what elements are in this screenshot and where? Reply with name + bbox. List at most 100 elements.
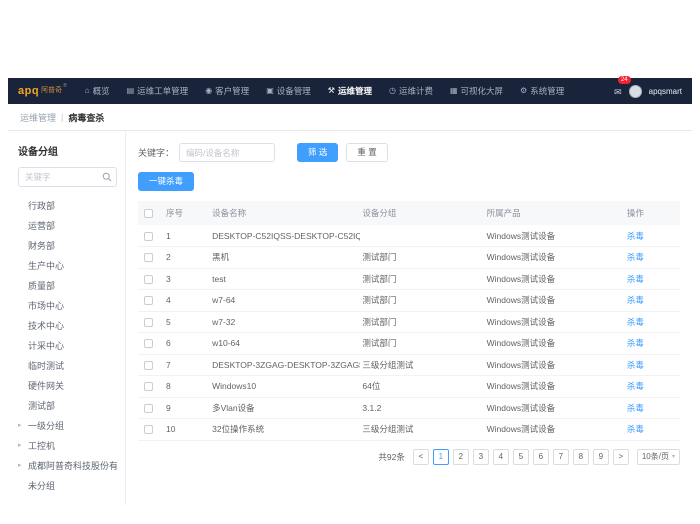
worklist-icon: ▤ xyxy=(126,86,135,95)
table-row: 10 32位操作系统 三级分组测试 Windows测试设备 杀毒 xyxy=(138,418,680,441)
header-device-group: 设备分组 xyxy=(362,208,397,218)
cell-device-group: 测试部门 xyxy=(360,289,485,312)
page-size-select[interactable]: 10条/页 ▾ xyxy=(636,448,680,465)
page-button[interactable]: 6 xyxy=(532,448,549,465)
table-row: 3 test 测试部门 Windows测试设备 杀毒 xyxy=(138,268,680,290)
group-tree-label: 硬件网关 xyxy=(28,380,65,391)
search-icon[interactable] xyxy=(102,172,112,182)
group-tree-item[interactable]: ▸ 一级分组 xyxy=(18,415,117,435)
nav-item[interactable]: ▤ 运维工单管理 xyxy=(127,85,189,97)
nav-item[interactable]: ◉ 客户管理 xyxy=(205,85,249,97)
cell-no: 6 xyxy=(164,332,211,355)
device-table: 序号 设备名称 设备分组 所属产品 操作 1 xyxy=(138,201,680,441)
prev-page-button[interactable]: < xyxy=(412,448,429,465)
message-icon: ✉ xyxy=(614,87,622,97)
group-tree-item[interactable]: ▸ 硬件网关 xyxy=(18,375,117,395)
group-tree-item[interactable]: ▸ 行政部 xyxy=(18,195,117,215)
group-search-input[interactable] xyxy=(18,167,117,187)
device-group-sidebar: 设备分组 ▸ 行政部 xyxy=(8,131,126,505)
group-tree-item[interactable]: ▸ 工控机 xyxy=(18,435,117,455)
table-header-row: 序号 设备名称 设备分组 所属产品 操作 xyxy=(138,201,680,225)
keyword-input[interactable] xyxy=(179,143,276,162)
breadcrumb-section[interactable]: 运维管理 xyxy=(20,112,57,123)
scan-action-link[interactable]: 杀毒 xyxy=(626,402,644,413)
username[interactable]: apqsmart xyxy=(648,86,682,96)
cell-no: 9 xyxy=(164,397,211,419)
notifications-button[interactable]: ✉ 24 xyxy=(614,76,631,100)
group-tree-item[interactable]: ▸ 财务部 xyxy=(18,235,117,255)
caret-right-icon[interactable]: ▸ xyxy=(18,441,22,449)
row-checkbox[interactable] xyxy=(144,403,153,413)
row-checkbox[interactable] xyxy=(144,253,153,263)
cell-no: 2 xyxy=(164,246,211,269)
scan-action-link[interactable]: 杀毒 xyxy=(626,359,644,370)
group-tree-item[interactable]: ▸ 计采中心 xyxy=(18,335,117,355)
header-action: 操作 xyxy=(626,208,644,218)
cell-no: 10 xyxy=(164,418,211,441)
nav-item-label: 运维管理 xyxy=(337,86,372,96)
row-checkbox[interactable] xyxy=(144,360,153,370)
cell-device-name: DESKTOP-C52IQSS-DESKTOP-C52IQSS$ xyxy=(210,225,361,247)
nav-item-label: 客户管理 xyxy=(215,86,250,96)
scan-action-link[interactable]: 杀毒 xyxy=(626,273,644,284)
group-tree-item[interactable]: ▸ 市场中心 xyxy=(18,295,117,315)
scan-action-link[interactable]: 杀毒 xyxy=(626,316,644,327)
page-button[interactable]: 7 xyxy=(552,448,569,465)
nav-item[interactable]: ⌂ 概览 xyxy=(85,85,110,97)
scan-action-link[interactable]: 杀毒 xyxy=(626,230,644,241)
page-button[interactable]: 8 xyxy=(572,448,589,465)
avatar[interactable] xyxy=(628,84,642,98)
next-page-button[interactable]: > xyxy=(612,448,629,465)
notification-badge: 24 xyxy=(617,76,631,84)
scan-action-link[interactable]: 杀毒 xyxy=(626,338,644,349)
brand-logo[interactable]: apq 阿普奇 ® xyxy=(18,78,67,104)
group-tree-label: 工控机 xyxy=(28,440,56,451)
group-tree-item[interactable]: ▸ 测试部 xyxy=(18,395,117,415)
row-checkbox[interactable] xyxy=(144,274,153,284)
group-tree-item[interactable]: ▸ 技术中心 xyxy=(18,315,117,335)
caret-right-icon[interactable]: ▸ xyxy=(18,421,22,429)
group-tree-item[interactable]: ▸ 生产中心 xyxy=(18,255,117,275)
group-tree-item[interactable]: ▸ 运营部 xyxy=(18,215,117,235)
nav-item[interactable]: ▣ 设备管理 xyxy=(266,85,311,97)
scan-action-link[interactable]: 杀毒 xyxy=(626,381,644,392)
scan-action-link[interactable]: 杀毒 xyxy=(626,252,644,263)
group-tree-item[interactable]: ▸ 未分组 xyxy=(18,475,117,495)
cell-device-name: w10-64 xyxy=(210,332,361,355)
select-all-checkbox[interactable] xyxy=(144,209,153,219)
cell-device-group: 3.1.2 xyxy=(360,397,485,419)
billing-icon: ◷ xyxy=(388,86,396,95)
page-button[interactable]: 1 xyxy=(432,448,449,465)
nav-item[interactable]: ▦ 可视化大屏 xyxy=(450,85,503,97)
row-checkbox[interactable] xyxy=(144,382,153,392)
group-tree-item[interactable]: ▸ 临时测试 xyxy=(18,355,117,375)
cell-product: Windows测试设备 xyxy=(484,397,625,419)
row-checkbox[interactable] xyxy=(144,339,153,349)
row-checkbox[interactable] xyxy=(144,231,153,241)
cell-product: Windows测试设备 xyxy=(484,375,625,398)
group-tree-label: 测试部 xyxy=(28,400,56,411)
nav-item[interactable]: ⚒ 运维管理 xyxy=(328,85,372,97)
page-button[interactable]: 4 xyxy=(492,448,509,465)
reset-button[interactable]: 重 置 xyxy=(346,143,388,162)
table-row: 6 w10-64 测试部门 Windows测试设备 杀毒 xyxy=(138,332,680,355)
page-button[interactable]: 3 xyxy=(472,448,489,465)
page-button[interactable]: 9 xyxy=(592,448,609,465)
nav-item[interactable]: ◷ 运维计费 xyxy=(389,85,433,97)
scan-action-link[interactable]: 杀毒 xyxy=(626,295,644,306)
group-tree-label: 生产中心 xyxy=(28,260,65,271)
caret-right-icon[interactable]: ▸ xyxy=(18,461,22,469)
row-checkbox[interactable] xyxy=(144,425,153,435)
row-checkbox[interactable] xyxy=(144,296,153,306)
group-tree-item[interactable]: ▸ 成都阿普奇科技股份有限公司 xyxy=(18,455,117,475)
cell-device-group: 64位 xyxy=(360,375,485,398)
scan-action-link[interactable]: 杀毒 xyxy=(626,424,644,435)
page-button[interactable]: 2 xyxy=(452,448,469,465)
nav-item[interactable]: ⚙ 系统管理 xyxy=(520,85,564,97)
batch-scan-button[interactable]: 一键杀毒 xyxy=(138,172,195,191)
cell-no: 3 xyxy=(164,268,211,290)
row-checkbox[interactable] xyxy=(144,317,153,327)
page-button[interactable]: 5 xyxy=(512,448,529,465)
group-tree-item[interactable]: ▸ 质量部 xyxy=(18,275,117,295)
filter-button[interactable]: 筛 选 xyxy=(297,143,339,162)
